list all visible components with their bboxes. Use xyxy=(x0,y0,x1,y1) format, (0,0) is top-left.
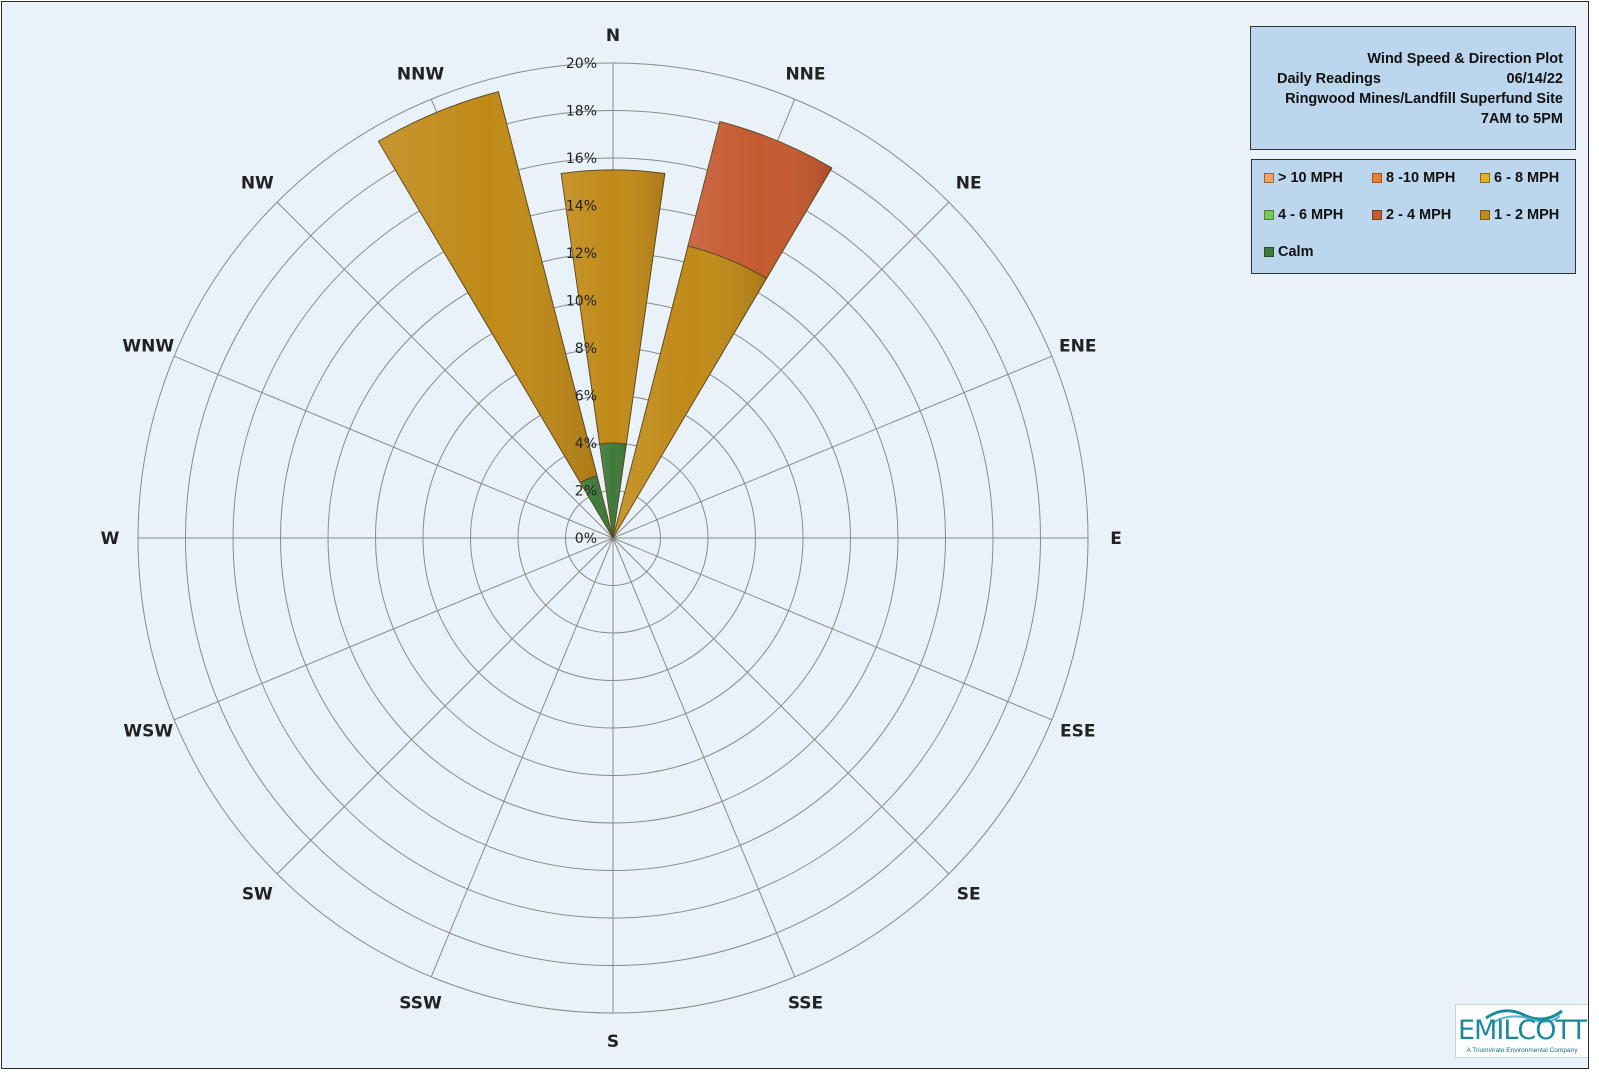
direction-spoke xyxy=(612,355,1053,539)
direction-spoke xyxy=(276,537,614,875)
petal-shade xyxy=(580,475,613,538)
direction-spoke xyxy=(173,355,614,539)
site-name: Ringwood Mines/Landfill Superfund Site xyxy=(1285,91,1563,107)
ring-label: 0% xyxy=(575,531,597,547)
direction-spoke xyxy=(612,537,1053,721)
direction-spoke xyxy=(612,537,950,875)
date-label: 06/14/22 xyxy=(1506,71,1563,87)
ring-label: 10% xyxy=(566,294,597,310)
legend-item: > 10 MPH xyxy=(1264,168,1372,188)
legend-label: 4 - 6 MPH xyxy=(1278,207,1344,223)
ring-label: 8% xyxy=(575,341,597,357)
direction-label: E xyxy=(1110,529,1122,549)
direction-label: SE xyxy=(957,885,981,905)
direction-label: NNW xyxy=(397,64,444,84)
ring-label: 4% xyxy=(575,436,597,452)
legend-label: 8 -10 MPH xyxy=(1386,170,1456,186)
direction-spoke xyxy=(612,201,950,539)
petal-shade xyxy=(378,91,598,483)
direction-label: W xyxy=(101,529,120,549)
legend-item: Calm xyxy=(1264,242,1372,262)
ring-label: 20% xyxy=(566,56,597,72)
title-row-2: Daily Readings 06/14/22 xyxy=(1277,69,1563,89)
legend-item: 6 - 8 MPH xyxy=(1480,168,1588,188)
ring-label: 12% xyxy=(566,246,597,262)
direction-label: NW xyxy=(241,173,274,193)
ring-label: 16% xyxy=(566,151,597,167)
direction-spoke xyxy=(430,537,614,978)
legend-item: 1 - 2 MPH xyxy=(1480,205,1588,225)
petal-shade xyxy=(599,443,627,538)
ring-label: 14% xyxy=(566,199,597,215)
legend-swatch xyxy=(1264,210,1274,220)
legend: > 10 MPH 8 -10 MPH 6 - 8 MPH 4 - 6 MPH 2 - 4… xyxy=(1251,159,1576,274)
direction-label: NNE xyxy=(785,64,825,84)
labels-layer: N NNE NE ENE E ESE SE SSE S SSW SW WSW W WNW NW NNW 0% 2%… xyxy=(101,26,1122,1052)
legend-grid: > 10 MPH 8 -10 MPH 6 - 8 MPH 4 - 6 MPH 2 - 4… xyxy=(1264,168,1575,262)
legend-item: 8 -10 MPH xyxy=(1372,168,1480,188)
readings-label: Daily Readings xyxy=(1277,71,1381,87)
ring-label: 2% xyxy=(575,484,597,500)
legend-swatch xyxy=(1264,173,1274,183)
logo-name: EMILCOTT xyxy=(1458,1015,1587,1046)
direction-label: ENE xyxy=(1059,337,1096,357)
direction-label: ESE xyxy=(1060,721,1095,741)
ring-label: 6% xyxy=(575,389,597,405)
legend-label: 1 - 2 MPH xyxy=(1494,207,1560,223)
ring-label: 18% xyxy=(566,104,597,120)
legend-item: 2 - 4 MPH xyxy=(1372,205,1480,225)
petal-shade xyxy=(688,121,832,279)
direction-label: SSW xyxy=(399,994,442,1014)
direction-label: NE xyxy=(956,173,982,193)
direction-label: SW xyxy=(242,885,273,905)
wave-icon xyxy=(1485,1009,1563,1023)
emilcott-logo: EMILCOTT A Triumvirate Environmental Com… xyxy=(1455,1004,1588,1058)
direction-label: WNW xyxy=(122,337,174,357)
direction-spoke xyxy=(276,201,614,539)
legend-label: > 10 MPH xyxy=(1278,170,1343,186)
legend-label: 6 - 8 MPH xyxy=(1494,170,1560,186)
logo-tagline: A Triumvirate Environmental Company xyxy=(1466,1047,1578,1054)
direction-label: S xyxy=(607,1032,619,1052)
direction-spoke xyxy=(612,537,796,978)
legend-label: 2 - 4 MPH xyxy=(1386,207,1452,223)
petal-shade xyxy=(613,245,767,538)
legend-swatch xyxy=(1480,173,1490,183)
legend-label: Calm xyxy=(1278,244,1314,260)
direction-label: N xyxy=(606,26,620,46)
legend-swatch xyxy=(1480,210,1490,220)
legend-swatch xyxy=(1372,173,1382,183)
petal-shade xyxy=(561,169,665,444)
title-box: Wind Speed & Direction Plot Daily Readin… xyxy=(1250,26,1576,150)
legend-item: 4 - 6 MPH xyxy=(1264,205,1372,225)
direction-spoke xyxy=(173,537,614,721)
direction-label: WSW xyxy=(123,721,173,741)
chart-title: Wind Speed & Direction Plot xyxy=(1367,51,1563,67)
petals-layer xyxy=(377,91,833,539)
time-range: 7AM to 5PM xyxy=(1480,111,1563,127)
direction-label: SSE xyxy=(788,994,823,1014)
legend-swatch xyxy=(1372,210,1382,220)
legend-swatch xyxy=(1264,247,1274,257)
